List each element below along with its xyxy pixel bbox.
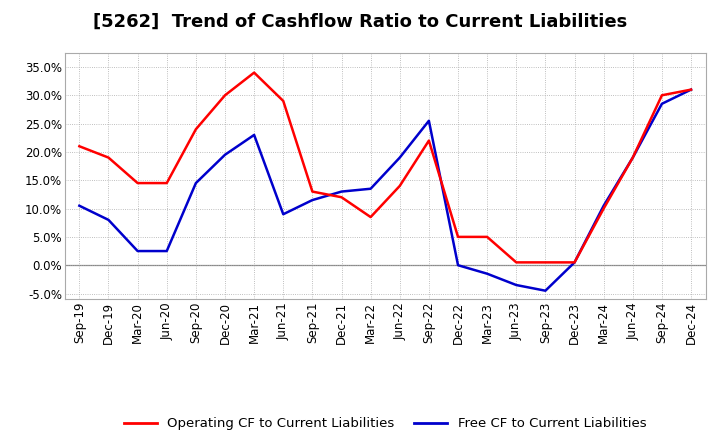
- Text: [5262]  Trend of Cashflow Ratio to Current Liabilities: [5262] Trend of Cashflow Ratio to Curren…: [93, 13, 627, 31]
- Legend: Operating CF to Current Liabilities, Free CF to Current Liabilities: Operating CF to Current Liabilities, Fre…: [119, 412, 652, 436]
